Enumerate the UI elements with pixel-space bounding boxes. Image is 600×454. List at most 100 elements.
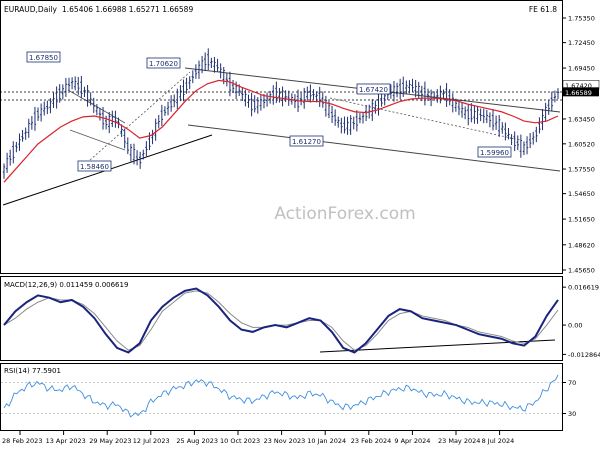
price-bar [423,81,427,106]
price-bar [504,122,507,141]
price-tick-label: 1.72450 [568,39,595,47]
price-bar [485,109,489,124]
price-bar [73,76,77,91]
x-tick-label: 12 Jul 2023 [133,437,170,445]
price-tick-label: 1.63450 [568,115,595,123]
price-bar [169,95,173,112]
price-bar [225,73,229,87]
price-bar [55,86,58,109]
price-tick-label: 1.57550 [568,166,595,174]
price-bar [318,86,321,107]
price-annotation: 1.67850 [29,54,58,62]
price-bar [494,115,498,130]
x-tick-label: 23 Feb 2024 [351,437,391,445]
price-bar [262,93,266,109]
macd-tick-label: 0.00 [568,322,582,330]
price-bar [501,122,504,134]
price-bar [163,106,167,116]
price-bar [21,129,24,142]
price-bar [135,150,139,166]
price-annotation: 1.61270 [292,138,321,146]
price-bar [309,84,312,103]
x-tick-label: 28 Feb 2023 [2,437,42,445]
price-bar [151,129,154,145]
price-bar [547,100,550,115]
price-bar [200,56,204,74]
price-bar [346,116,349,135]
price-tick-label: 1.48620 [568,241,595,249]
price-bar [290,93,294,105]
price-bar [402,76,405,97]
price-bar [148,132,151,151]
price-bar [154,118,157,141]
price-bar [80,76,83,99]
price-bar [488,112,492,128]
price-bar [46,100,49,115]
price-bar [315,91,318,103]
price-bar [306,86,309,101]
ohlc-values: 1.65406 1.66988 1.65271 1.66589 [62,5,193,14]
x-tick-label: 25 Aug 2023 [176,437,218,445]
rsi-tick-label: 30 [568,410,576,418]
price-bar [411,78,414,93]
price-annotation-box [289,135,324,147]
price-bar [445,83,448,107]
price-bar [330,105,334,124]
price-bar [247,94,250,108]
price-bar [117,117,120,129]
macd-tick-label: 0.016619 [568,284,599,292]
price-bar [352,116,355,130]
price-bar [349,115,352,135]
price-annotation-box [477,146,512,158]
price-bar [145,141,148,157]
price-bar [414,79,417,98]
price-bar [448,89,451,106]
price-bar [92,97,95,113]
price-bar [129,143,133,162]
price-bar [36,107,40,121]
price-bar [303,87,306,109]
macd-signal-line [3,290,559,351]
price-bar [197,60,201,79]
wedge-lower-line [69,129,126,151]
price-bar [476,106,479,124]
price-bar [479,108,482,122]
current-price-tag [563,87,599,97]
price-bar [507,128,510,140]
price-pane-frame [0,0,563,274]
price-bar [544,102,547,122]
dotted-channel-line [329,97,521,141]
price-bar [188,76,191,90]
price-bar [77,77,80,95]
price-bar [324,95,328,117]
price-bar [259,94,263,111]
price-bar [284,90,287,103]
price-bar [522,141,526,156]
watermark: ActionForex.com [274,204,415,224]
price-bar [241,87,244,102]
price-tick-label: 1.75350 [568,15,595,23]
moving-average-line [3,79,559,183]
price-bar [398,78,402,100]
price-bar [179,85,182,102]
price-bar [343,116,346,134]
price-bar [5,152,9,173]
price-bar [120,124,123,138]
price-bar [510,134,513,145]
price-bar [12,141,15,164]
price-bar [250,92,253,117]
rsi-pane-frame [0,363,563,431]
price-annotation: 1.70620 [149,60,178,68]
price-bar [58,84,61,103]
instrument-label: EURAUD,Daily [4,5,57,14]
price-tick-label: 1.51650 [568,216,595,224]
price-bar [340,117,343,134]
price-bar [426,88,430,101]
price-bar [182,79,185,102]
price-bar [108,111,111,134]
price-bar [528,133,532,148]
price-bar [519,134,523,158]
price-bar [470,103,473,123]
price-annotation: 1.58460 [80,163,109,171]
